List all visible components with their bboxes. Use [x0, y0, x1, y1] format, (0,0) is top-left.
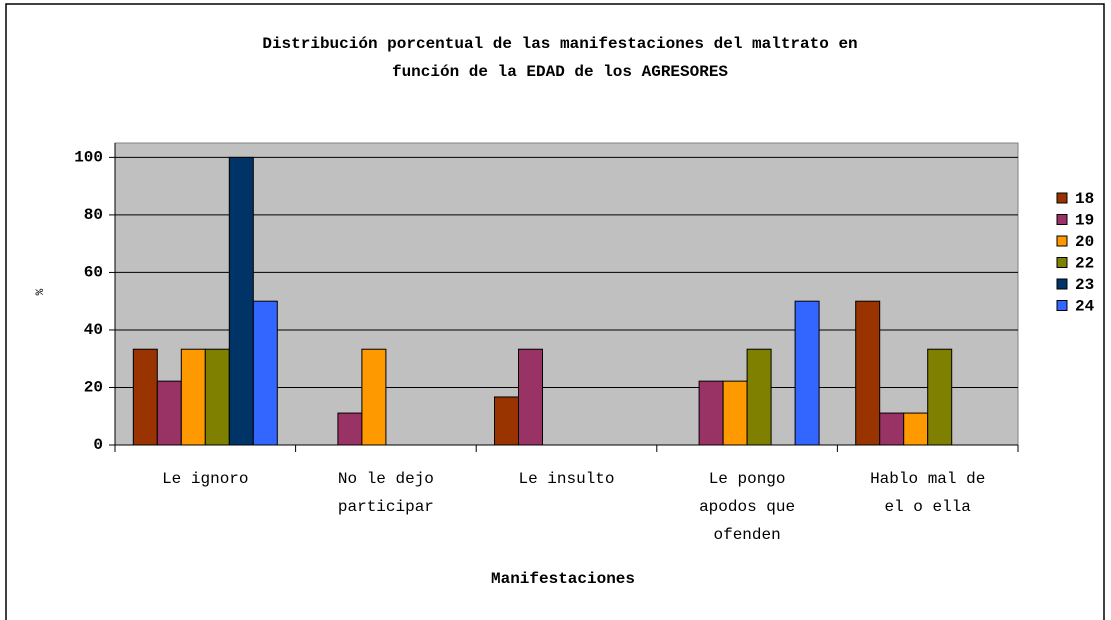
legend-label: 19 [1075, 212, 1094, 230]
x-tick-label: Le pongo apodos que ofenden [699, 470, 795, 544]
legend-label: 20 [1075, 233, 1094, 251]
y-tick-label: 60 [84, 264, 103, 282]
bar [722, 380, 748, 446]
y-tick-label: 80 [84, 206, 103, 224]
y-tick-label: 20 [84, 379, 103, 397]
legend-swatch [1056, 300, 1068, 311]
y-tick-label: 100 [74, 149, 103, 167]
bar [204, 348, 230, 446]
bar [361, 348, 387, 446]
bar [337, 412, 363, 446]
chart-title: función de la EDAD de los AGRESORES [392, 63, 728, 81]
bar [252, 300, 278, 446]
bar [746, 348, 772, 446]
bar [228, 156, 254, 446]
bar [518, 348, 543, 446]
bar [855, 300, 881, 446]
bar [698, 380, 724, 446]
y-tick-label: 40 [84, 321, 103, 339]
bar [494, 396, 519, 446]
legend-label: 23 [1075, 276, 1094, 294]
legend-swatch [1056, 192, 1068, 204]
x-axis-title: Manifestaciones [491, 570, 635, 588]
bar [879, 412, 905, 446]
legend-label: 18 [1075, 190, 1094, 208]
legend-label: 24 [1075, 298, 1095, 316]
bar [156, 380, 182, 446]
y-axis-title: % [35, 288, 47, 295]
x-tick-label: Hablo mal de el o ella [870, 470, 985, 516]
legend-swatch [1056, 214, 1068, 225]
bar [903, 412, 929, 446]
bar [927, 348, 953, 446]
legend-swatch [1056, 278, 1068, 290]
legend-label: 22 [1075, 255, 1094, 273]
x-tick-label: Le ignoro [162, 470, 248, 488]
bar [180, 348, 206, 446]
legend-swatch [1056, 257, 1068, 268]
y-tick-label: 0 [93, 436, 103, 454]
bar [132, 348, 158, 446]
x-tick-label: No le dejo participar [338, 470, 434, 516]
chart-title: Distribución porcentual de las manifesta… [262, 35, 857, 53]
bar [794, 300, 820, 446]
legend-swatch [1056, 235, 1068, 247]
x-tick-label: Le insulto [518, 470, 614, 488]
